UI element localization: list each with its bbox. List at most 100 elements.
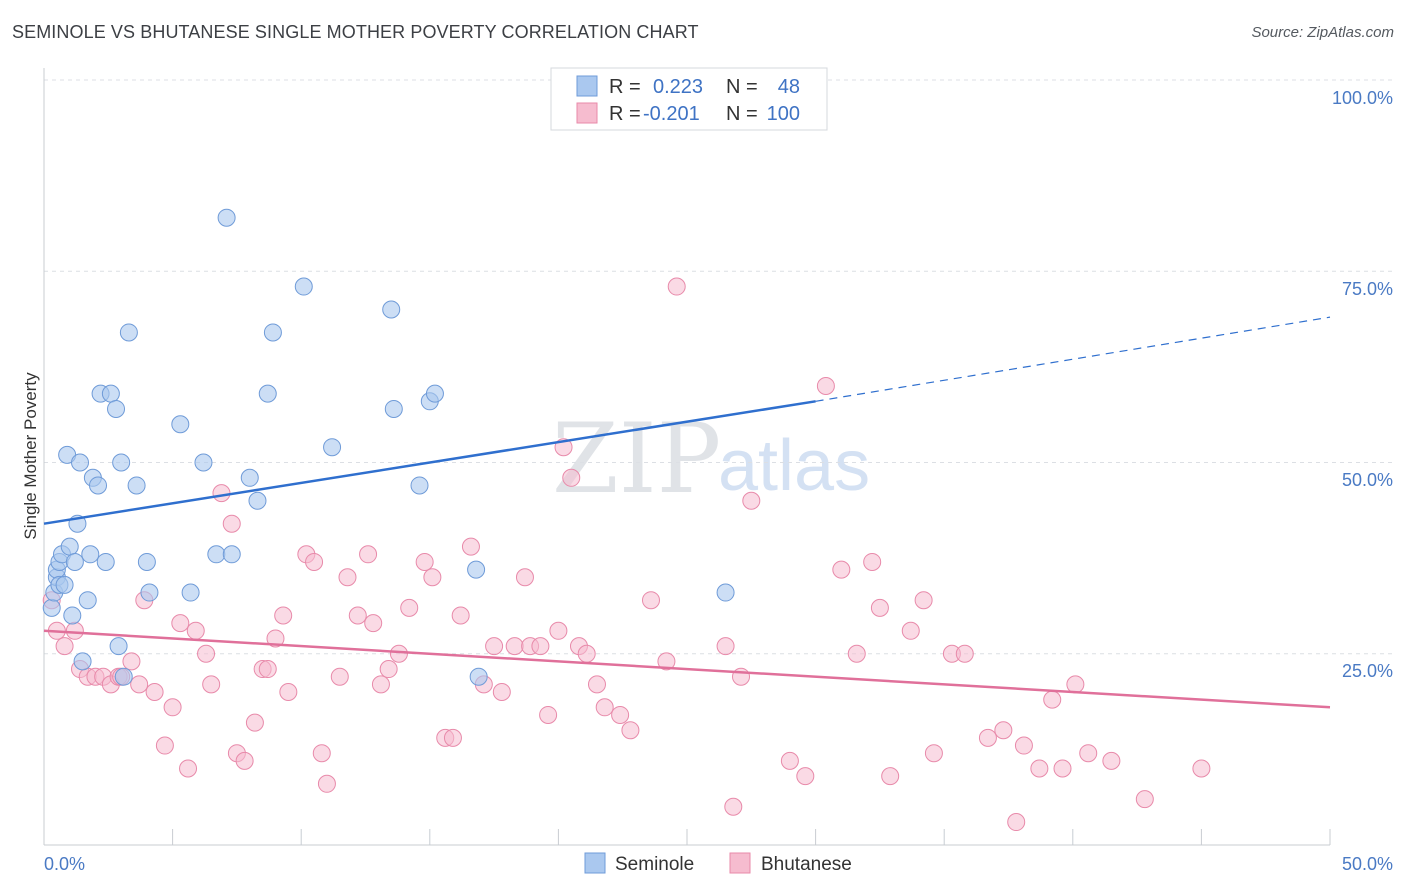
y-tick-label-25: 25.0% [1342, 661, 1393, 681]
seminole-point-37 [248, 491, 267, 510]
seminole-point-32 [194, 453, 213, 472]
seminole-point-18 [89, 476, 108, 495]
seminole-point-24 [112, 453, 131, 472]
bhutanese-point-98 [1192, 759, 1211, 778]
seminole-point-47 [467, 560, 486, 579]
y-tick-label-50: 50.0% [1342, 470, 1393, 490]
bhutanese-point-2 [55, 637, 74, 656]
seminole-point-10 [63, 606, 82, 625]
seminole-point-15 [78, 591, 97, 610]
bhutanese-point-26 [245, 713, 264, 732]
bhutanese-point-89 [1007, 813, 1026, 832]
bhutanese-point-46 [423, 568, 442, 587]
bhutanese-point-87 [978, 728, 997, 747]
seminole-point-48 [469, 667, 488, 686]
bhutanese-point-35 [317, 774, 336, 793]
legend-n-label-seminole: N = [726, 76, 758, 98]
bhutanese-point-41 [371, 675, 390, 694]
bhutanese-point-68 [657, 652, 676, 671]
seminole-point-43 [384, 399, 403, 418]
bhutanese-point-42 [379, 660, 398, 679]
bottom-legend-swatch-seminole [584, 852, 606, 874]
source-credit: Source: ZipAtlas.com [1251, 24, 1394, 41]
bhutanese-point-82 [901, 621, 920, 640]
seminole-point-39 [263, 323, 282, 342]
seminole-point-14 [73, 652, 92, 671]
seminole-point-0 [42, 598, 61, 617]
seminole-trend-line [43, 400, 816, 525]
bhutanese-point-95 [1079, 744, 1098, 763]
bottom-legend-label-bhutanese: Bhutanese [761, 854, 852, 875]
bhutanese-point-65 [611, 705, 630, 724]
seminole-point-21 [101, 384, 120, 403]
legend-swatch-seminole [576, 75, 598, 97]
seminole-point-28 [137, 552, 156, 571]
bhutanese-point-90 [1014, 736, 1033, 755]
bhutanese-point-83 [914, 591, 933, 610]
seminole-point-31 [181, 583, 200, 602]
seminole-point-42 [382, 300, 401, 319]
bhutanese-point-94 [1066, 675, 1085, 694]
bhutanese-point-40 [364, 614, 383, 633]
seminole-point-33 [207, 545, 226, 564]
bhutanese-point-19 [186, 621, 205, 640]
bhutanese-point-69 [667, 277, 686, 296]
seminole-point-20 [96, 552, 115, 571]
seminole-point-49 [716, 583, 735, 602]
seminole-point-7 [55, 575, 74, 594]
bhutanese-point-77 [832, 560, 851, 579]
seminole-point-36 [240, 468, 259, 487]
x-tick-label-max: 50.0% [1342, 854, 1393, 874]
grid-lines [44, 79, 1392, 655]
seminole-point-9 [60, 537, 79, 556]
axes [43, 68, 1331, 846]
bhutanese-point-58 [539, 705, 558, 724]
bhutanese-points [42, 277, 1211, 832]
seminole-point-22 [107, 399, 126, 418]
seminole-trend-extension [815, 316, 1331, 402]
bhutanese-point-86 [955, 644, 974, 663]
bhutanese-point-73 [742, 491, 761, 510]
bhutanese-point-59 [549, 621, 568, 640]
seminole-point-41 [323, 438, 342, 457]
bhutanese-point-55 [515, 568, 534, 587]
seminole-point-26 [119, 323, 138, 342]
seminole-point-35 [222, 545, 241, 564]
bhutanese-point-74 [780, 751, 799, 770]
bhutanese-point-23 [222, 514, 241, 533]
legend-n-value-bhutanese: 100 [767, 103, 800, 125]
bhutanese-point-37 [338, 568, 357, 587]
bhutanese-point-63 [587, 675, 606, 694]
bhutanese-point-79 [863, 552, 882, 571]
seminole-point-23 [109, 637, 128, 656]
x-tick-label-min: 0.0% [44, 854, 85, 874]
bhutanese-point-22 [212, 484, 231, 503]
bhutanese-point-91 [1030, 759, 1049, 778]
bhutanese-point-76 [816, 377, 835, 395]
bhutanese-trend-line [43, 629, 1331, 709]
bhutanese-point-50 [461, 537, 480, 556]
bhutanese-point-54 [505, 637, 524, 656]
legend-r-value-bhutanese: -0.201 [643, 103, 700, 125]
watermark: ZIP atlas [552, 403, 870, 515]
x-tick-labels: 0.0% 50.0% [44, 854, 1393, 874]
y-tick-label-100: 100.0% [1332, 88, 1393, 108]
y-axis-title: Single Mother Poverty [21, 372, 40, 540]
bhutanese-point-33 [305, 552, 324, 571]
seminole-point-27 [127, 476, 146, 495]
bottom-legend: Seminole Bhutanese [584, 852, 852, 875]
bhutanese-point-21 [202, 675, 221, 694]
seminole-point-44 [410, 476, 429, 495]
bhutanese-point-45 [415, 552, 434, 571]
bhutanese-point-88 [994, 721, 1013, 740]
bhutanese-point-25 [235, 751, 254, 770]
bhutanese-point-49 [451, 606, 470, 625]
seminole-point-13 [71, 453, 90, 472]
bhutanese-point-38 [348, 606, 367, 625]
legend-swatch-bhutanese [576, 102, 598, 124]
bhutanese-point-11 [122, 652, 141, 671]
bhutanese-point-14 [145, 683, 164, 701]
seminole-point-29 [140, 583, 159, 602]
bhutanese-point-62 [577, 644, 596, 663]
y-tick-labels: 100.0% 75.0% 50.0% 25.0% [1332, 88, 1393, 681]
